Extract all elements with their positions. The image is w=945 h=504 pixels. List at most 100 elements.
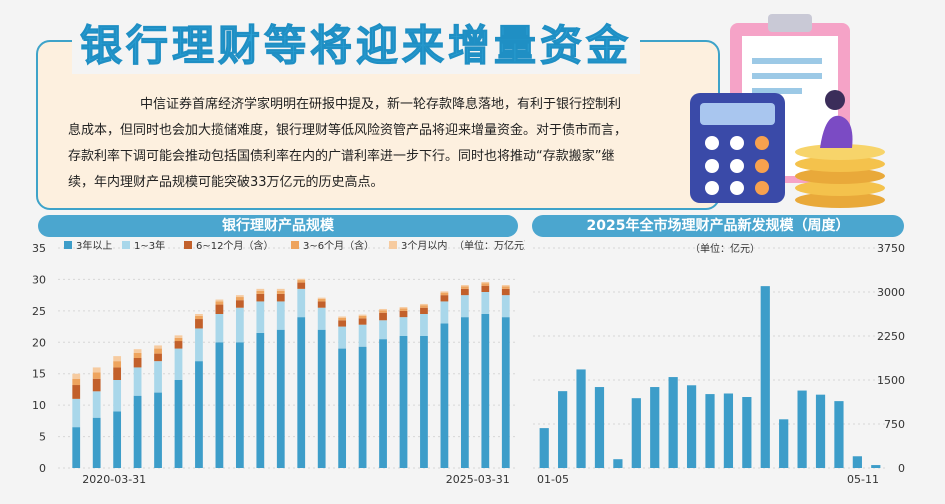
- bar-segment: [338, 320, 347, 327]
- bar-segment: [235, 342, 244, 468]
- bar-segment: [399, 308, 408, 311]
- bar-segment: [113, 380, 122, 412]
- weekly-bar: [613, 459, 623, 468]
- bar-segment: [440, 301, 449, 324]
- bar-segment: [195, 315, 203, 320]
- bar-segment: [501, 288, 510, 296]
- left-y-tick-label: 10: [32, 399, 46, 412]
- bar-segment: [399, 336, 408, 468]
- bar-segment: [460, 288, 469, 296]
- legend-label: 6~12个月（含）: [196, 239, 273, 252]
- bar-segment: [72, 378, 81, 386]
- bar-segment: [481, 281, 490, 284]
- bar-segment: [317, 307, 326, 330]
- bar-segment: [420, 336, 428, 468]
- bar-segment: [113, 356, 122, 362]
- bar-segment: [460, 286, 469, 289]
- bar-segment: [297, 282, 306, 289]
- bar-segment: [195, 319, 203, 329]
- bar-segment: [235, 295, 244, 298]
- bar-segment: [420, 305, 428, 308]
- right-chart-header: 2025年全市场理财产品新发规模（周度）: [532, 215, 904, 237]
- bar-segment: [379, 312, 387, 321]
- calculator-illustration: [690, 14, 885, 208]
- bar-segment: [358, 314, 367, 316]
- bar-segment: [379, 339, 387, 468]
- left-y-tick-label: 0: [39, 462, 46, 475]
- bar-segment: [297, 288, 306, 318]
- bar-segment: [174, 337, 183, 342]
- legend-label: 1~3年: [134, 239, 165, 252]
- bar-segment: [92, 372, 101, 379]
- left-y-tick-label: 35: [32, 242, 46, 255]
- bar-segment: [113, 361, 122, 368]
- legend-swatch: [291, 241, 299, 249]
- bar-segment: [195, 328, 203, 362]
- bar-segment: [256, 301, 265, 333]
- weekly-bar: [539, 428, 549, 468]
- weekly-bar: [723, 393, 734, 468]
- bar-segment: [440, 295, 449, 302]
- weekly-bar: [760, 286, 770, 468]
- weekly-bar: [871, 465, 881, 468]
- bar-segment: [501, 317, 510, 468]
- bar-segment: [215, 301, 224, 305]
- left-x-first-label: 2020-03-31: [82, 473, 146, 486]
- bar-segment: [501, 295, 510, 318]
- bar-segment: [256, 290, 265, 294]
- weekly-bar: [779, 419, 789, 468]
- bar-segment: [276, 301, 285, 330]
- weekly-bar: [797, 390, 807, 468]
- bar-segment: [501, 286, 510, 289]
- bar-segment: [399, 317, 408, 336]
- bar-segment: [481, 285, 490, 292]
- left-stacked-bar-chart: 0 5 10 15 20 25 30 35 3年以上 1~3年 6~12个月（含） 3~6个月（含） 3…: [32, 239, 525, 486]
- bar-segment: [92, 378, 101, 392]
- weekly-bar: [686, 385, 697, 468]
- bar-segment: [460, 317, 469, 468]
- bar-segment: [133, 367, 142, 396]
- weekly-bar: [668, 377, 678, 468]
- right-weekly-bar-chart: 0 750 1500 2250 3000 3750 （单位：亿元） 01-05 05-11: [533, 242, 905, 486]
- bar-segment: [195, 314, 203, 316]
- bar-segment: [501, 285, 510, 287]
- left-y-tick-label: 30: [32, 273, 46, 286]
- bar-segment: [276, 290, 285, 294]
- bar-segment: [338, 317, 347, 321]
- bar-segment: [215, 299, 224, 302]
- bar-segment: [338, 348, 347, 468]
- bar-segment: [235, 297, 244, 301]
- bar-segment: [297, 280, 306, 283]
- bar-segment: [379, 310, 387, 313]
- bar-segment: [235, 307, 244, 343]
- right-unit-label: （单位：亿元）: [690, 242, 760, 255]
- left-unit-label: （单位：万亿元）: [454, 239, 525, 252]
- legend-label: 3~6个月（含）: [303, 239, 374, 252]
- bar-segment: [72, 398, 81, 428]
- bar-segment: [133, 358, 142, 368]
- left-y-tick-label: 25: [32, 305, 46, 318]
- legend-swatch: [122, 241, 130, 249]
- bar-segment: [174, 380, 183, 468]
- bar-segment: [133, 352, 142, 358]
- weekly-bar: [558, 391, 568, 468]
- bar-segment: [276, 329, 285, 468]
- bar-segment: [215, 342, 224, 468]
- bar-segment: [154, 361, 162, 393]
- bar-segment: [317, 329, 326, 468]
- bar-segment: [215, 304, 224, 314]
- left-x-last-label: 2025-03-31: [446, 473, 510, 486]
- bar-segment: [440, 323, 449, 468]
- bar-segment: [460, 285, 469, 287]
- bar-segment: [154, 353, 162, 362]
- bar-segment: [215, 314, 224, 343]
- legend-swatch: [184, 241, 192, 249]
- weekly-bar: [852, 456, 862, 468]
- bar-segment: [154, 345, 162, 349]
- bar-segment: [92, 417, 101, 468]
- bar-segment: [113, 367, 122, 380]
- bar-segment: [235, 300, 244, 308]
- bar-segment: [338, 316, 347, 318]
- legend-label: 3年以上: [76, 239, 112, 252]
- bar-segment: [317, 301, 326, 308]
